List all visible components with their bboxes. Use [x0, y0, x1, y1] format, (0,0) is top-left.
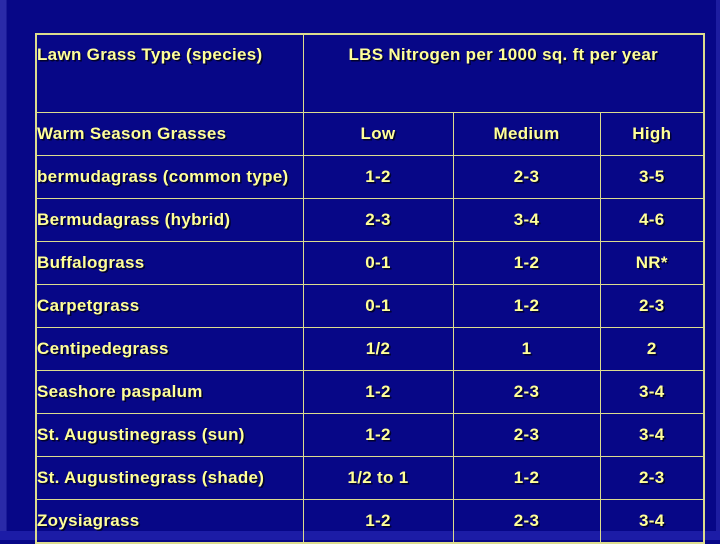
nitrogen-column-header: LBS Nitrogen per 1000 sq. ft per year — [302, 33, 705, 113]
high-value: 2-3 — [599, 284, 705, 328]
high-value: NR* — [599, 241, 705, 285]
high-column-header: High — [599, 112, 705, 156]
low-value: 2-3 — [302, 198, 454, 242]
medium-value: 2-3 — [452, 499, 601, 544]
nitrogen-rate-table: Lawn Grass Type (species) LBS Nitrogen p… — [35, 33, 706, 544]
high-value: 2-3 — [599, 456, 705, 500]
low-value: 1-2 — [302, 155, 454, 199]
table-row: bermudagrass (common type) 1-2 2-3 3-5 — [35, 155, 705, 199]
table-row: Bermudagrass (hybrid) 2-3 3-4 4-6 — [35, 198, 705, 242]
low-value: 1-2 — [302, 370, 454, 414]
species-name: Carpetgrass — [35, 284, 304, 328]
medium-value: 1-2 — [452, 284, 601, 328]
table-row: Carpetgrass 0-1 1-2 2-3 — [35, 284, 705, 328]
species-column-header: Lawn Grass Type (species) — [35, 33, 304, 113]
table-header-row: Lawn Grass Type (species) LBS Nitrogen p… — [35, 33, 705, 113]
medium-value: 1 — [452, 327, 601, 371]
low-column-header: Low — [302, 112, 454, 156]
medium-value: 2-3 — [452, 155, 601, 199]
slide-right-edge — [716, 0, 720, 540]
species-name: Centipedegrass — [35, 327, 304, 371]
medium-value: 3-4 — [452, 198, 601, 242]
high-value: 3-4 — [599, 370, 705, 414]
table-row: St. Augustinegrass (sun) 1-2 2-3 3-4 — [35, 413, 705, 457]
species-name: St. Augustinegrass (shade) — [35, 456, 304, 500]
table-row: Buffalograss 0-1 1-2 NR* — [35, 241, 705, 285]
low-value: 1/2 to 1 — [302, 456, 454, 500]
group-label: Warm Season Grasses — [35, 112, 304, 156]
species-name: Zoysiagrass — [35, 499, 304, 544]
low-value: 0-1 — [302, 241, 454, 285]
medium-value: 2-3 — [452, 370, 601, 414]
medium-column-header: Medium — [452, 112, 601, 156]
high-value: 3-5 — [599, 155, 705, 199]
high-value: 4-6 — [599, 198, 705, 242]
high-value: 3-4 — [599, 413, 705, 457]
subheader-row: Warm Season Grasses Low Medium High — [35, 112, 705, 156]
table-row: St. Augustinegrass (shade) 1/2 to 1 1-2 … — [35, 456, 705, 500]
table-row: Centipedegrass 1/2 1 2 — [35, 327, 705, 371]
table-row: Zoysiagrass 1-2 2-3 3-4 — [35, 499, 705, 544]
medium-value: 1-2 — [452, 241, 601, 285]
species-name: Seashore paspalum — [35, 370, 304, 414]
high-value: 3-4 — [599, 499, 705, 544]
low-value: 1-2 — [302, 413, 454, 457]
species-name: Buffalograss — [35, 241, 304, 285]
low-value: 1-2 — [302, 499, 454, 544]
high-value: 2 — [599, 327, 705, 371]
table-row: Seashore paspalum 1-2 2-3 3-4 — [35, 370, 705, 414]
low-value: 0-1 — [302, 284, 454, 328]
medium-value: 2-3 — [452, 413, 601, 457]
species-name: Bermudagrass (hybrid) — [35, 198, 304, 242]
low-value: 1/2 — [302, 327, 454, 371]
medium-value: 1-2 — [452, 456, 601, 500]
species-name: bermudagrass (common type) — [35, 155, 304, 199]
species-name: St. Augustinegrass (sun) — [35, 413, 304, 457]
slide-left-edge — [0, 0, 7, 540]
